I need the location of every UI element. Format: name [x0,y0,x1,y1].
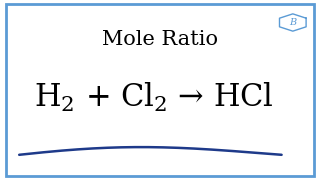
Text: B: B [289,18,296,27]
Text: $\mathregular{H_2}$ + $\mathregular{Cl_2}$ → HCl: $\mathregular{H_2}$ + $\mathregular{Cl_2… [34,81,274,114]
Text: Mole Ratio: Mole Ratio [102,30,218,49]
